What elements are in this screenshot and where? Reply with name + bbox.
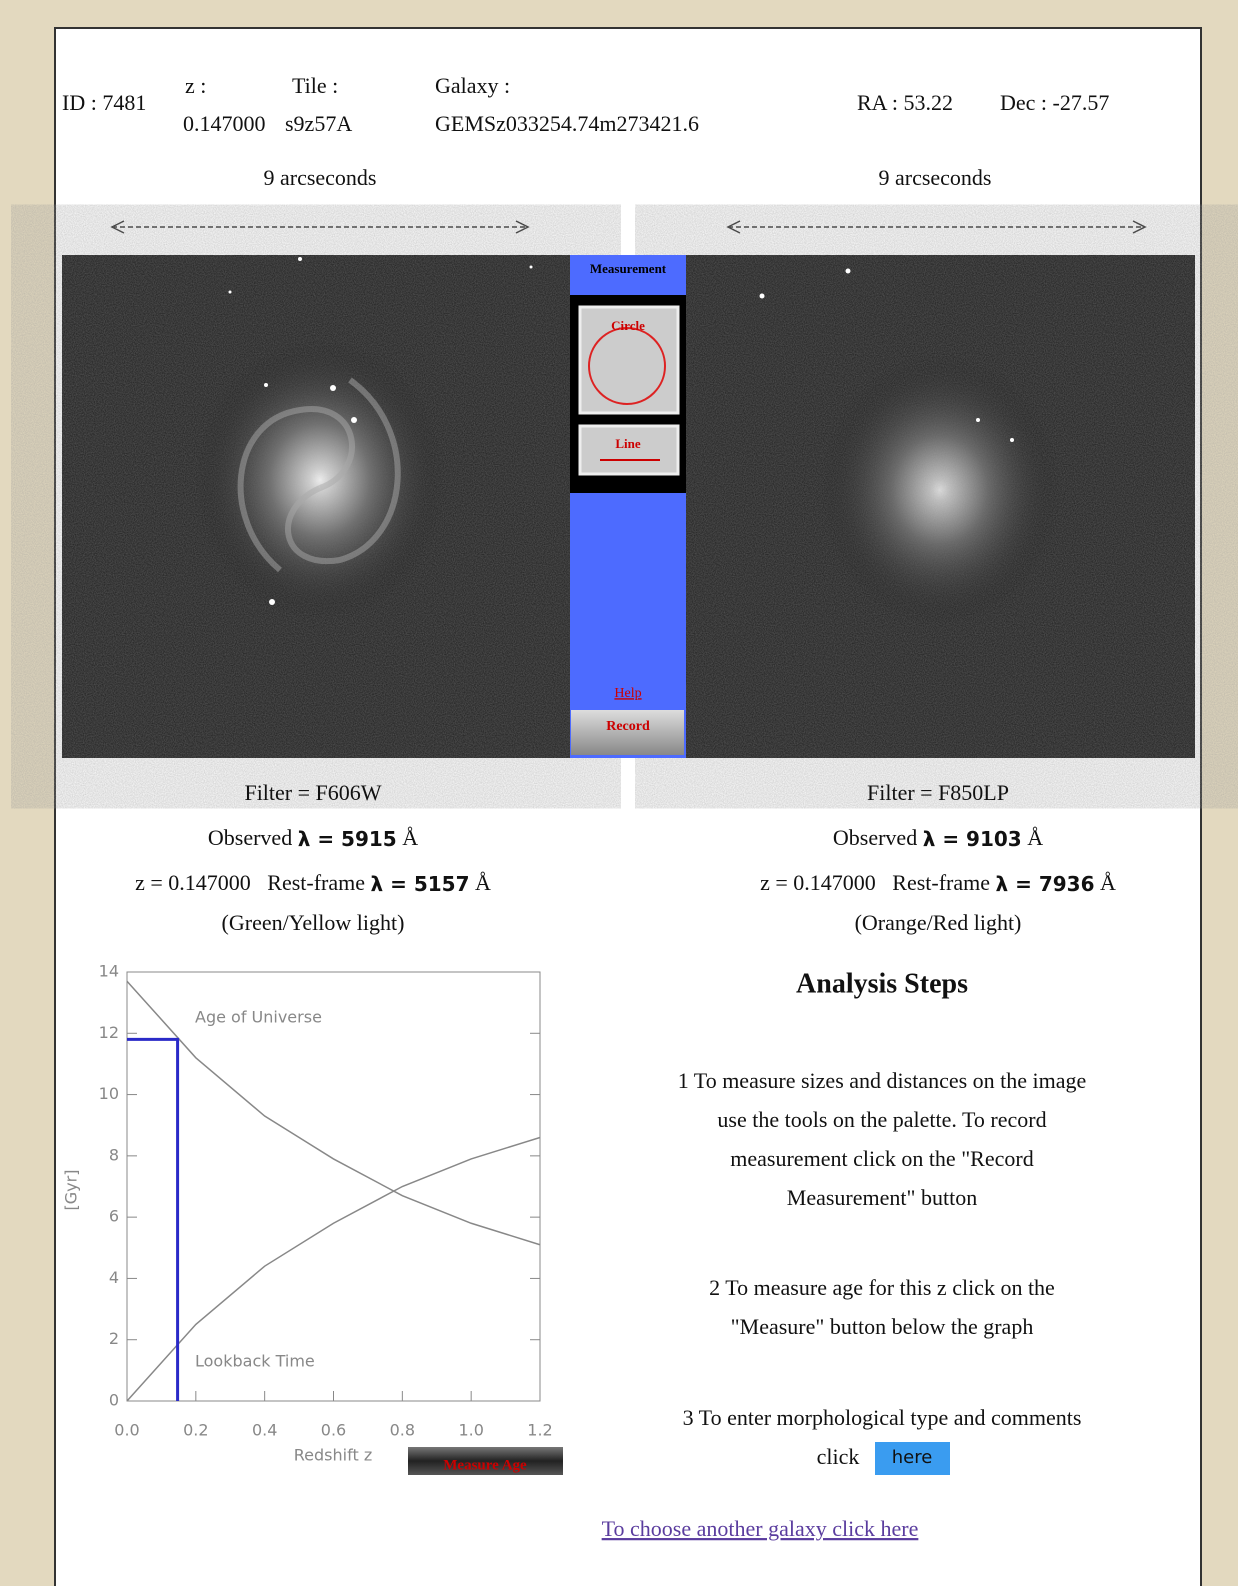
y-tick-label: 6 bbox=[109, 1207, 119, 1226]
filter: Filter = F850LP bbox=[867, 780, 1009, 805]
galaxy-label: Galaxy : bbox=[435, 73, 510, 98]
page: ID : 7481 z : 0.147000 Tile : s9z57A Gal… bbox=[0, 0, 1238, 1586]
light: (Orange/Red light) bbox=[855, 910, 1022, 935]
y-tick-label: 12 bbox=[99, 1023, 119, 1042]
observed: Observed λ = 9103 Å bbox=[833, 825, 1043, 850]
observed: Observed λ = 5915 Å bbox=[208, 825, 418, 850]
id: ID : 7481 bbox=[62, 90, 146, 115]
circle-label: Circle bbox=[611, 318, 645, 333]
step-line: measurement click on the "Record bbox=[730, 1146, 1033, 1171]
palette-title: Measurement bbox=[590, 261, 667, 276]
light: (Green/Yellow light) bbox=[222, 910, 405, 935]
image-left bbox=[62, 255, 570, 758]
step-line: Measurement" button bbox=[787, 1185, 977, 1210]
another-galaxy-link[interactable]: To choose another galaxy click here bbox=[602, 1516, 919, 1541]
step-line: use the tools on the palette. To record bbox=[717, 1107, 1046, 1132]
step-line: "Measure" button below the graph bbox=[731, 1314, 1034, 1339]
dec: Dec : -27.57 bbox=[1000, 90, 1109, 115]
x-tick-label: 0.0 bbox=[114, 1421, 139, 1440]
curve-label: Lookback Time bbox=[195, 1352, 315, 1371]
galaxy-value: GEMSz033254.74m273421.6 bbox=[435, 111, 699, 136]
step-line: 3 To enter morphological type and commen… bbox=[683, 1405, 1082, 1430]
measure-age-label: Measure Age bbox=[443, 1457, 527, 1473]
x-tick-label: 0.4 bbox=[252, 1421, 277, 1440]
tile-value: s9z57A bbox=[285, 111, 352, 136]
y-tick-label: 2 bbox=[109, 1329, 119, 1348]
y-axis-label: [Gyr] bbox=[62, 1170, 81, 1211]
help-link[interactable]: Help bbox=[614, 686, 641, 701]
step-line: 1 To measure sizes and distances on the … bbox=[678, 1068, 1087, 1093]
rest-frame: z = 0.147000 Rest-frame λ = 5157 Å bbox=[135, 870, 491, 895]
x-tick-label: 0.6 bbox=[321, 1421, 346, 1440]
x-tick-label: 1.2 bbox=[527, 1421, 552, 1440]
rest-frame: z = 0.147000 Rest-frame λ = 7936 Å bbox=[760, 870, 1116, 895]
record-label: Record bbox=[606, 719, 650, 734]
curve-label: Age of Universe bbox=[195, 1008, 322, 1027]
y-tick-label: 8 bbox=[109, 1145, 119, 1164]
y-tick-label: 14 bbox=[99, 962, 119, 981]
step-line: 2 To measure age for this z click on the bbox=[709, 1275, 1055, 1300]
palette: Measurement Circle Line Help Record bbox=[570, 255, 686, 758]
ra: RA : 53.22 bbox=[857, 90, 953, 115]
filter: Filter = F606W bbox=[244, 780, 381, 805]
scale-label: 9 arcseconds bbox=[263, 165, 376, 190]
step-line: click bbox=[817, 1444, 860, 1469]
y-tick-label: 0 bbox=[109, 1391, 119, 1410]
line-label: Line bbox=[615, 436, 641, 451]
x-tick-label: 1.0 bbox=[458, 1421, 483, 1440]
tile-label: Tile : bbox=[292, 73, 338, 98]
x-tick-label: 0.2 bbox=[183, 1421, 208, 1440]
z-value: 0.147000 bbox=[183, 111, 266, 136]
y-tick-label: 10 bbox=[99, 1084, 119, 1103]
image-right bbox=[686, 255, 1195, 758]
y-tick-label: 4 bbox=[109, 1268, 119, 1287]
x-axis-label: Redshift z bbox=[294, 1446, 372, 1465]
z-label: z : bbox=[185, 73, 206, 98]
steps-title: Analysis Steps bbox=[796, 968, 968, 999]
x-tick-label: 0.8 bbox=[390, 1421, 415, 1440]
scale-label: 9 arcseconds bbox=[878, 165, 991, 190]
here-label: here bbox=[892, 1447, 933, 1468]
